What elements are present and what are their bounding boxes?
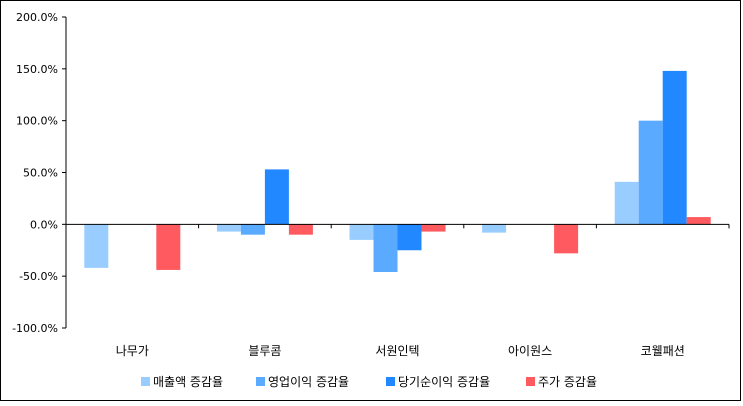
bar [554,224,579,254]
legend-swatch [526,377,535,386]
legend-label: 당기순이익 증감율 [398,375,490,389]
legend-label: 매출액 증감율 [153,375,223,389]
y-tick-label: 100.0% [16,115,58,128]
bar [638,120,663,225]
bar [662,70,687,225]
bar [264,169,289,225]
y-tick-label: -50.0% [19,270,58,283]
legend-swatch [386,377,395,386]
y-tick-label: 150.0% [16,63,58,76]
bar [84,224,109,268]
bar [156,224,181,270]
legend-label: 영업이익 증감율 [268,375,349,389]
category-label: 나무가 [116,344,149,358]
bar [288,224,313,235]
bar [240,224,265,235]
y-tick-label: 200.0% [16,11,58,24]
legend-swatch [141,377,150,386]
bar [216,224,241,232]
legend-swatch [256,377,265,386]
y-tick-label: -100.0% [12,322,58,335]
category-label: 아이원스 [508,344,552,358]
bar [686,217,711,225]
bar [614,181,639,225]
legend-label: 주가 증감율 [538,375,597,389]
y-tick-label: 50.0% [23,167,58,180]
bar [349,224,374,240]
bar [373,224,398,273]
y-tick-label: 0.0% [30,218,58,231]
bar [421,224,446,232]
category-label: 블루콤 [248,344,281,358]
bar [482,224,507,233]
category-label: 서원인텍 [375,344,419,358]
bar [397,224,422,251]
category-label: 코웰패션 [641,344,685,358]
